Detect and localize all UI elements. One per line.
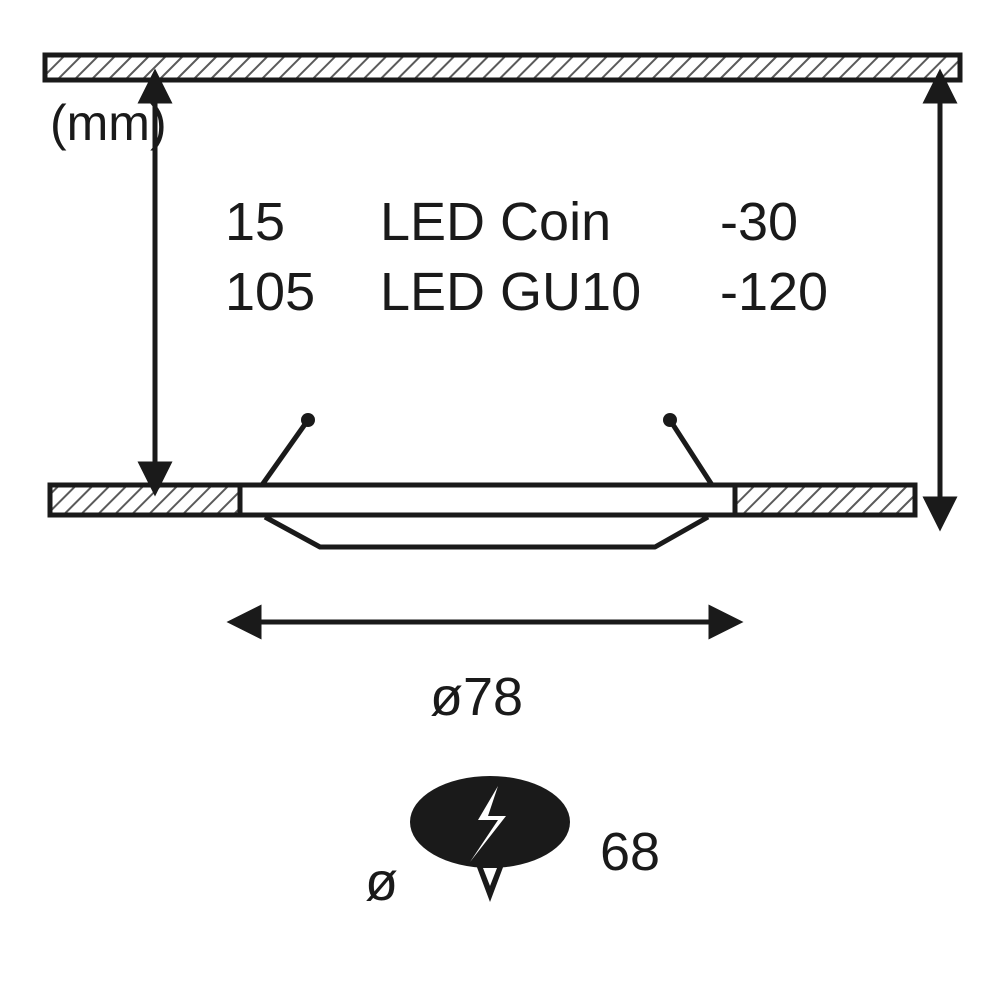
ceiling-slab: [45, 55, 960, 80]
depth-row-right: -120: [720, 262, 828, 322]
bezel-trim: [265, 517, 708, 547]
units-label: (mm): [50, 95, 167, 151]
depth-row-right: -30: [720, 192, 798, 252]
cutout-icon: [410, 776, 570, 902]
depth-row-left: 15: [225, 192, 285, 252]
width-label: ø78: [430, 667, 523, 727]
depth-row-mid: LED Coin: [380, 192, 611, 252]
depth-row-left: 105: [225, 262, 315, 322]
cutout-label-left: ø: [365, 852, 398, 912]
dimension-diagram: (mm) 15 LED Coin -30 105 LED GU10 -120 ø…: [0, 0, 1000, 1000]
downlight-ring: [240, 413, 735, 515]
cutout-label-right: 68: [600, 822, 660, 882]
depth-row-mid: LED GU10: [380, 262, 641, 322]
